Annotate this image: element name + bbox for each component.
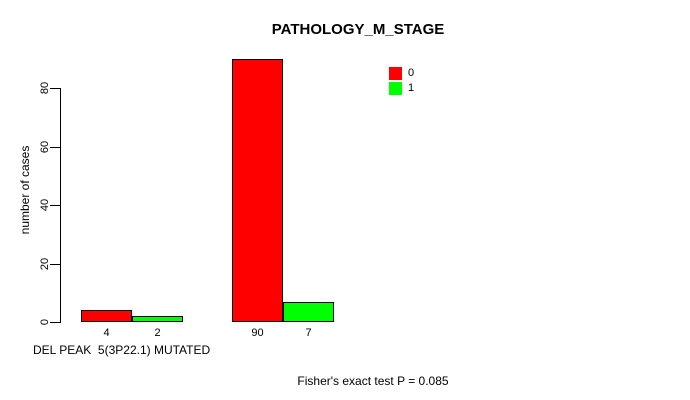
y-tick-label: 40 (39, 198, 51, 212)
bar-value-label: 4 (103, 327, 110, 339)
x-axis-annotation: DEL PEAK 5(3P22.1) MUTATED (33, 343, 211, 357)
legend-item: 1 (389, 81, 414, 96)
legend-label: 0 (408, 67, 415, 79)
bar-value-label: 7 (305, 327, 312, 339)
bar-series1-group2 (283, 302, 334, 322)
legend-item: 0 (389, 66, 414, 81)
legend-swatch-icon (389, 67, 402, 80)
y-tick-mark (50, 322, 60, 323)
stat-test-annotation: Fisher's exact test P = 0.085 (297, 374, 449, 388)
legend-swatch-icon (389, 82, 402, 95)
y-tick-mark (50, 147, 60, 148)
bar-series0-group2 (232, 59, 283, 322)
y-tick-label: 80 (39, 81, 51, 95)
y-tick-label: 20 (39, 257, 51, 271)
bar-value-label: 90 (251, 327, 264, 339)
bar-series0-group1 (81, 310, 132, 322)
y-tick-label: 60 (39, 140, 51, 154)
bar-value-label: 2 (154, 327, 161, 339)
y-tick-mark (50, 264, 60, 265)
legend-label: 1 (408, 82, 415, 94)
y-axis-line (60, 88, 61, 323)
y-tick-label: 0 (39, 318, 51, 326)
y-tick-mark (50, 205, 60, 206)
bar-series1-group1 (132, 316, 183, 322)
y-tick-mark (50, 88, 60, 89)
chart-title: PATHOLOGY_M_STAGE (271, 21, 445, 38)
